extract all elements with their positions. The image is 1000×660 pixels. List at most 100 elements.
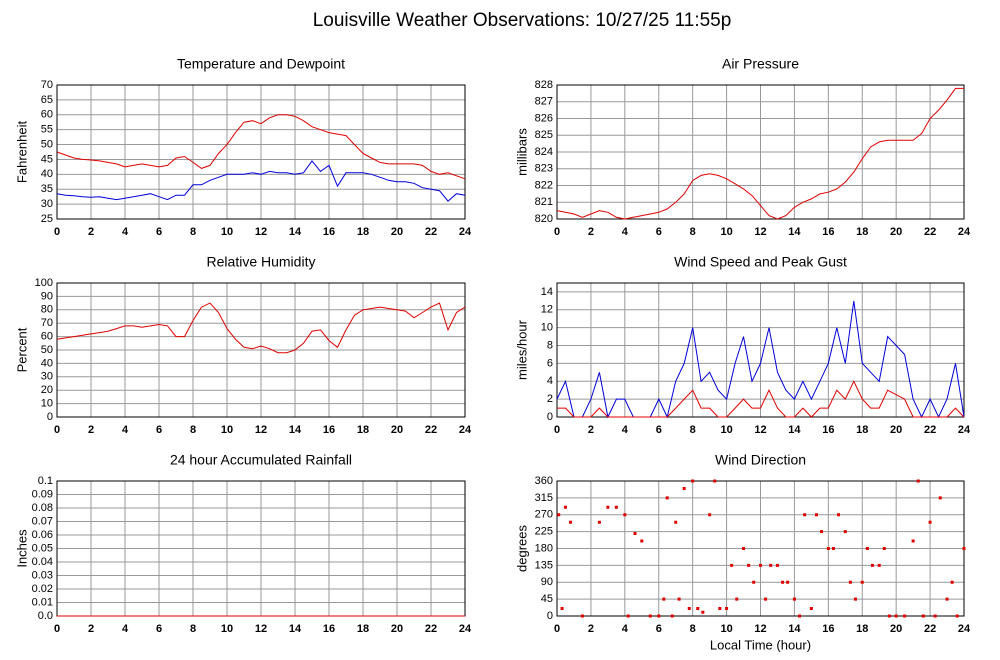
y-axis-label: Fahrenheit [14, 121, 29, 184]
y-axis-label: Percent [14, 327, 29, 372]
direction-point [725, 607, 729, 610]
y-tick-label: 12 [541, 304, 553, 316]
y-tick-label: 80 [41, 304, 53, 316]
x-tick-label: 8 [190, 623, 196, 635]
x-tick-label: 12 [255, 226, 267, 238]
y-tick-label: 8 [547, 339, 553, 351]
direction-point [764, 597, 768, 601]
x-tick-label: 2 [88, 623, 94, 635]
y-tick-label: 40 [41, 168, 53, 180]
x-tick-label: 4 [122, 424, 129, 436]
x-tick-label: 12 [754, 623, 766, 635]
y-tick-label: 0 [547, 610, 553, 622]
x-tick-label: 18 [357, 623, 369, 635]
x-tick-label: 20 [391, 623, 403, 635]
series-line [56, 160, 466, 202]
direction-point [916, 479, 920, 483]
x-tick-label: 22 [924, 424, 936, 436]
y-tick-label: 0.03 [32, 569, 53, 581]
x-tick-label: 8 [690, 623, 696, 635]
x-tick-label: 4 [122, 623, 129, 635]
direction-point [687, 607, 691, 610]
y-tick-label: 65 [41, 94, 53, 106]
y-tick-label: 70 [41, 79, 53, 91]
y-axis-label: Inches [14, 529, 29, 568]
x-tick-label: 14 [289, 424, 302, 436]
x-tick-label: 22 [924, 623, 936, 635]
y-axis-label: millibars [514, 128, 529, 176]
x-tick-label: 20 [890, 424, 902, 436]
direction-point [945, 597, 949, 601]
x-tick-label: 2 [88, 424, 94, 436]
direction-point [820, 530, 824, 534]
x-tick-label: 24 [459, 623, 472, 635]
x-tick-label: 14 [289, 226, 302, 238]
x-tick-label: 2 [588, 226, 594, 238]
x-tick-label: 6 [656, 424, 662, 436]
x-tick-label: 6 [156, 424, 162, 436]
direction-point [730, 563, 734, 567]
y-axis-label: degrees [514, 525, 529, 572]
y-tick-label: 0.06 [32, 529, 53, 541]
direction-point [837, 513, 841, 517]
x-tick-label: 0 [554, 424, 560, 436]
direction-point [648, 614, 652, 618]
direction-point [597, 520, 601, 524]
direction-point [626, 614, 630, 618]
x-tick-label: 6 [156, 623, 162, 635]
series-line [56, 114, 466, 180]
x-tick-label: 0 [54, 424, 60, 436]
direction-point [701, 610, 705, 614]
y-tick-label: 360 [535, 475, 553, 487]
x-tick-label: 24 [459, 424, 472, 436]
y-tick-label: 25 [41, 213, 53, 225]
x-tick-label: 0 [554, 226, 560, 238]
y-tick-label: 823 [535, 163, 553, 175]
direction-point [894, 614, 898, 618]
plot-frame [56, 282, 466, 418]
y-tick-label: 0 [547, 411, 553, 423]
y-tick-label: 50 [41, 344, 53, 356]
x-tick-label: 0 [554, 623, 560, 635]
direction-point [713, 479, 717, 483]
y-tick-label: 180 [535, 542, 553, 554]
x-tick-label: 8 [690, 226, 696, 238]
series-line [56, 302, 466, 354]
direction-point [674, 520, 678, 524]
x-tick-label: 12 [754, 226, 766, 238]
direction-point [606, 505, 610, 509]
y-tick-label: 225 [535, 526, 553, 538]
x-tick-label: 4 [122, 226, 129, 238]
y-tick-label: 0.01 [32, 596, 53, 608]
x-tick-label: 10 [221, 424, 233, 436]
y-tick-label: 90 [41, 290, 53, 302]
x-tick-label: 22 [924, 226, 936, 238]
y-tick-label: 0.08 [32, 502, 53, 514]
panel-title: Relative Humidity [207, 254, 316, 270]
y-tick-label: 821 [535, 196, 553, 208]
y-tick-label: 826 [535, 112, 553, 124]
x-tick-label: 2 [88, 226, 94, 238]
direction-point [792, 597, 796, 601]
x-tick-label: 20 [391, 226, 403, 238]
page-title: Louisville Weather Observations: 10/27/2… [313, 10, 732, 31]
direction-point [662, 597, 666, 601]
y-tick-label: 70 [41, 317, 53, 329]
x-tick-label: 14 [788, 424, 801, 436]
panel-title: 24 hour Accumulated Rainfall [170, 452, 352, 468]
x-tick-label: 18 [357, 424, 369, 436]
x-tick-label: 10 [221, 226, 233, 238]
y-tick-label: 45 [41, 153, 53, 165]
y-tick-label: 40 [41, 357, 53, 369]
direction-point [921, 614, 925, 618]
direction-point [735, 597, 739, 601]
direction-point [814, 513, 818, 517]
x-tick-label: 20 [391, 424, 403, 436]
x-tick-label: 18 [856, 623, 868, 635]
direction-point [665, 496, 669, 500]
direction-point [853, 597, 857, 601]
x-tick-label: 20 [890, 226, 902, 238]
y-tick-label: 0.07 [32, 515, 53, 527]
y-tick-label: 30 [41, 198, 53, 210]
